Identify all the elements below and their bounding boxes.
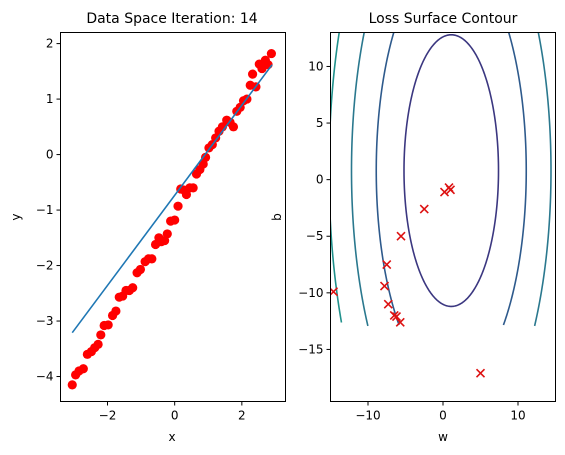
- data-point: [78, 364, 88, 374]
- data-point: [96, 330, 106, 340]
- data-point: [111, 306, 121, 316]
- contour-line: [375, 32, 528, 326]
- data-point: [173, 201, 183, 211]
- y-tick-label: −2: [36, 259, 54, 273]
- right-chart-title: Loss Surface Contour: [369, 11, 518, 27]
- y-tick-label: 2: [46, 37, 54, 51]
- y-tick-label: −3: [36, 314, 54, 328]
- y-tick-label: −4: [36, 370, 54, 384]
- contour-line: [403, 33, 500, 308]
- left-y-axis-label: y: [9, 213, 23, 220]
- data-point: [128, 283, 138, 293]
- data-point: [147, 254, 157, 264]
- left-ticks: −2 0 2 −4 −3 −2 −1 0 1 2: [36, 37, 246, 423]
- y-tick-label: 5: [316, 116, 324, 130]
- y-tick-label: 0: [316, 173, 324, 187]
- right-y-axis-label: b: [270, 213, 284, 221]
- y-tick-label: −5: [306, 229, 324, 243]
- parameter-marker: [382, 259, 392, 270]
- parameter-marker: [445, 185, 456, 195]
- data-point: [67, 380, 77, 390]
- left-axes-frame: [60, 32, 286, 402]
- data-point: [188, 183, 198, 193]
- data-point: [200, 152, 211, 162]
- x-tick-label: 2: [238, 409, 246, 423]
- data-point: [103, 320, 113, 330]
- parameter-marker: [475, 368, 486, 378]
- data-point: [228, 122, 239, 132]
- contour-line: [350, 32, 552, 327]
- x-tick-label: 0: [439, 409, 447, 423]
- left-chart-title: Data Space Iteration: 14: [86, 11, 257, 27]
- data-point: [266, 48, 276, 59]
- parameter-marker: [379, 281, 390, 291]
- right-x-axis-label: w: [438, 430, 448, 444]
- parameter-marker: [419, 204, 429, 214]
- left-x-axis-label: x: [168, 430, 175, 444]
- parameter-marker: [383, 299, 393, 309]
- x-tick-label: 0: [171, 409, 179, 423]
- data-point: [247, 69, 258, 79]
- right-ticks: −10 0 10 −15 −10 −5 0 5 10: [298, 59, 525, 422]
- right-axes-frame: [330, 32, 556, 402]
- y-tick-label: −15: [298, 342, 323, 356]
- y-tick-label: −1: [36, 203, 54, 217]
- left-plot-area: [67, 48, 276, 390]
- loss-surface-panel: Loss Surface Contour −10 0 10−15−10−50510 …: [270, 0, 565, 444]
- data-point: [135, 264, 146, 275]
- data-point: [170, 215, 180, 225]
- y-tick-label: −10: [298, 286, 323, 300]
- data-point: [93, 339, 103, 349]
- data-point: [162, 229, 172, 239]
- parameter-marker: [396, 231, 406, 241]
- x-tick-label: −2: [99, 409, 117, 423]
- parameter-marker: [391, 312, 402, 322]
- contour-line: [330, 32, 343, 323]
- x-tick-label: −10: [355, 409, 380, 423]
- y-tick-label: 1: [46, 92, 54, 106]
- right-plot-area: [312, 0, 565, 378]
- y-tick-label: 10: [308, 59, 323, 73]
- parameter-marker: [395, 317, 405, 327]
- fit-line: [71, 64, 273, 334]
- y-tick-label: 0: [46, 148, 54, 162]
- contour-line: [312, 0, 565, 322]
- x-tick-label: 10: [510, 409, 525, 423]
- data-space-panel: Data Space Iteration: 14 −2 0 2 −4 −3 −2 −1 0 1 2…: [9, 11, 286, 444]
